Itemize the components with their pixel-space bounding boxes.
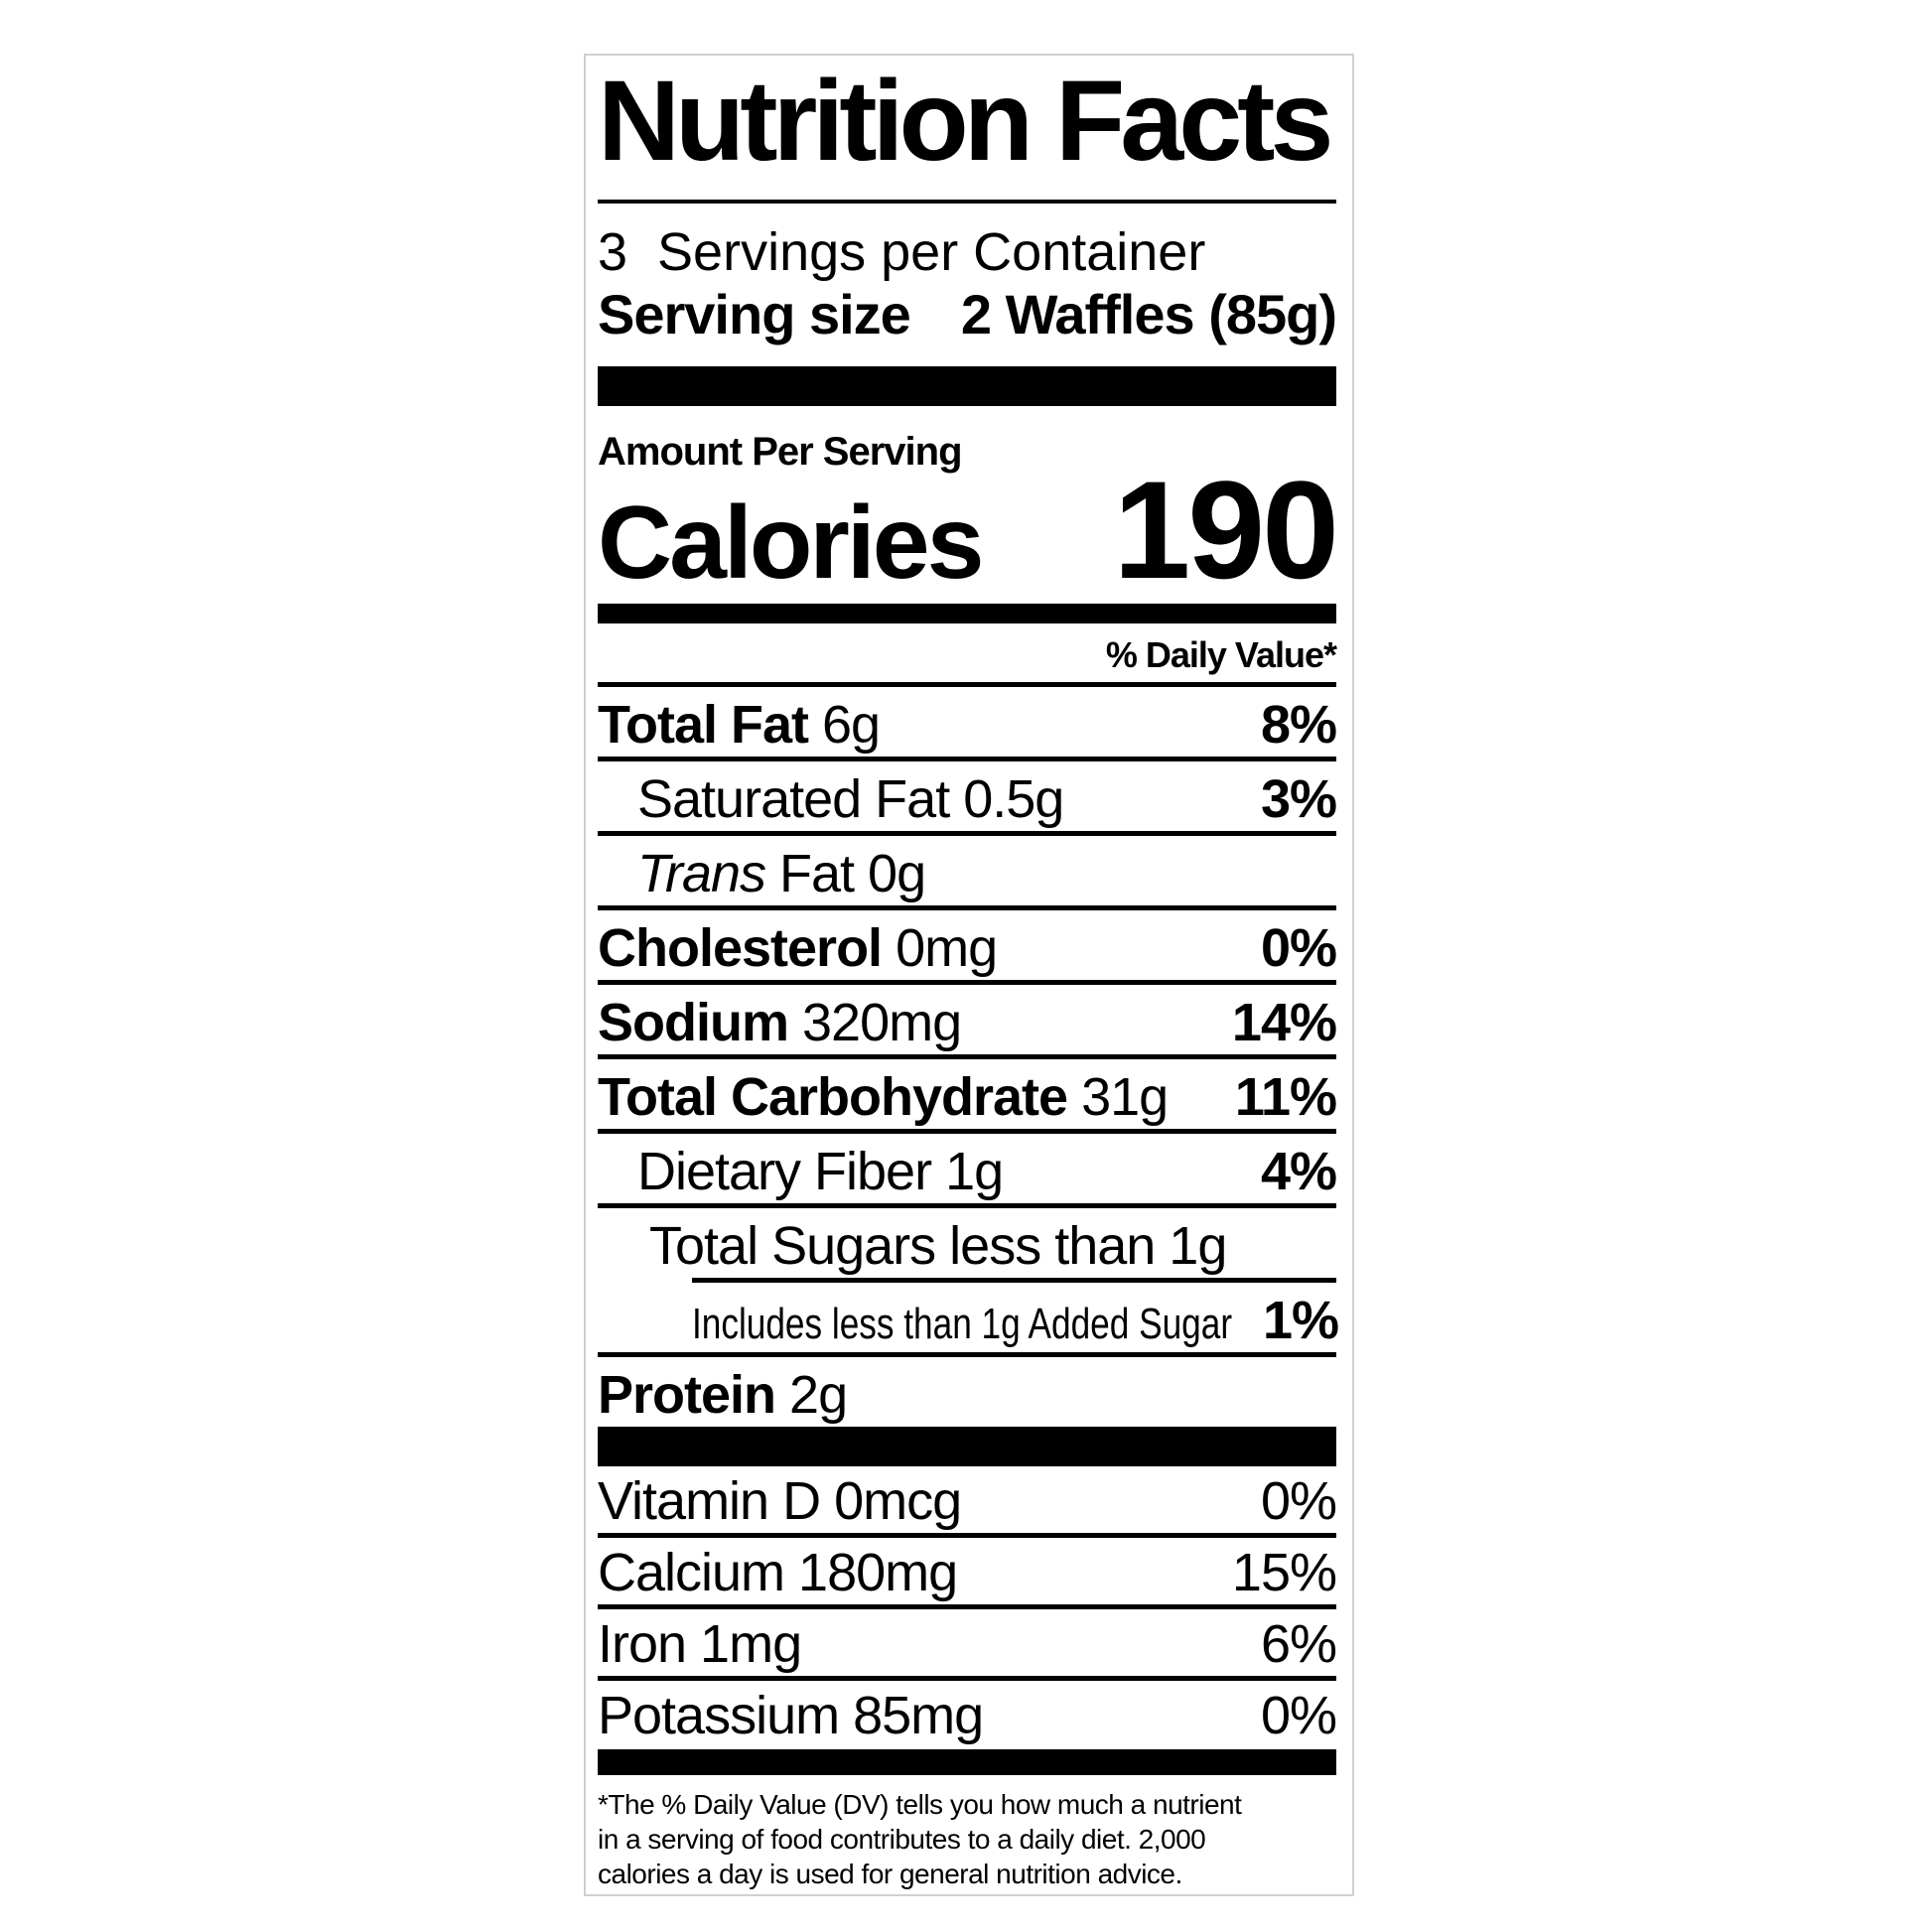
nutrient-percent: 11% [1234, 1067, 1337, 1128]
row-rule [598, 1203, 1336, 1209]
serving-size-value: 2 Waffles (85g) [960, 283, 1337, 346]
nutrient-row: Dietary Fiber 1g 4% [598, 1134, 1337, 1203]
nutrient-amount: Iron 1mg [598, 1614, 802, 1675]
calories-label: Calories [598, 485, 984, 602]
row-rule [692, 1278, 1336, 1284]
nutrient-row: Saturated Fat 0.5g 3% [598, 761, 1337, 831]
nutrient-row: Iron 1mg 6% [598, 1609, 1337, 1676]
nutrient-rows: Total Fat 6g 8% Saturated Fat 0.5g 3% Tr… [598, 687, 1339, 1427]
nutrient-percent: 0% [1260, 918, 1337, 979]
nutrient-row: Includes less than 1g Added Sugar 1% [598, 1283, 1339, 1352]
nutrient-amount: 2g [789, 1365, 848, 1426]
nutrient-amount: Potassium 85mg [598, 1686, 984, 1746]
nutrient-name: Cholesterol 0mg [598, 918, 998, 979]
label-title: Nutrition Facts [598, 58, 1333, 185]
nutrient-name: Trans Fat 0g [637, 844, 926, 904]
nutrient-name: Potassium 85mg [598, 1686, 984, 1746]
row-rule [598, 1533, 1336, 1539]
nutrient-amount: 31g [1081, 1067, 1169, 1128]
row-rule [598, 757, 1336, 762]
nutrient-row: Protein 2g [598, 1357, 1336, 1427]
nutrient-row: Calcium 180mg 15% [598, 1538, 1337, 1604]
row-rule [598, 1054, 1336, 1060]
nutrient-row: Total Carbohydrate 31g 11% [598, 1059, 1337, 1129]
nutrient-percent: 4% [1260, 1142, 1337, 1202]
nutrient-row: Total Sugars less than 1g [598, 1208, 1336, 1278]
row-rule [598, 1676, 1336, 1682]
section-divider-bar-bottom [598, 1749, 1336, 1776]
nutrient-name: Total Sugars less than 1g [649, 1216, 1227, 1277]
nutrient-name: Dietary Fiber 1g [637, 1142, 1004, 1202]
nutrient-row: Vitamin D 0mcg 0% [598, 1466, 1337, 1533]
serving-size-row: Serving size 2 Waffles (85g) [598, 283, 1337, 346]
row-rule [598, 1129, 1336, 1135]
nutrient-name: Sodium 320mg [598, 993, 962, 1053]
calories-value: 190 [1113, 452, 1339, 609]
amount-per-serving-label: Amount Per Serving [598, 430, 963, 475]
nutrient-amount: Fat 0g [765, 844, 926, 904]
servings-per-container: 3 Servings per Container [598, 222, 1206, 283]
nutrient-percent: 1% [1263, 1291, 1339, 1351]
nutrient-percent: 3% [1260, 769, 1337, 830]
section-divider-bar-middle [598, 1427, 1336, 1467]
nutrient-name: Calcium 180mg [598, 1543, 958, 1603]
nutrient-row: Cholesterol 0mg 0% [598, 910, 1337, 980]
italic-text: Trans [637, 844, 766, 904]
nutrient-name: Vitamin D 0mcg [598, 1471, 962, 1532]
nutrient-percent: 0% [1260, 1686, 1337, 1746]
serving-size-label: Serving size [598, 283, 911, 346]
nutrient-row: Total Fat 6g 8% [598, 687, 1337, 757]
nutrient-row: Trans Fat 0g [598, 836, 1336, 905]
nutrient-name: Iron 1mg [598, 1614, 802, 1675]
nutrient-amount: 0mg [896, 918, 998, 979]
footnote-line: *The % Daily Value (DV) tells you how mu… [598, 1789, 1242, 1821]
nutrient-percent: 15% [1231, 1543, 1337, 1603]
row-rule [598, 980, 1336, 986]
nutrient-name: Includes less than 1g Added Sugar [692, 1294, 1263, 1347]
footnote-line: calories a day is used for general nutri… [598, 1859, 1182, 1890]
title-rule [598, 200, 1336, 205]
calories-row: Calories 190 [598, 452, 1339, 609]
nutrient-name: Saturated Fat 0.5g [637, 769, 1064, 830]
nutrient-amount: Dietary Fiber 1g [637, 1142, 1004, 1202]
nutrient-percent: 6% [1260, 1614, 1337, 1675]
nutrient-row: Potassium 85mg 0% [598, 1681, 1337, 1747]
footnote: *The % Daily Value (DV) tells you how mu… [598, 1787, 1336, 1891]
nutrient-name: Total Carbohydrate 31g [598, 1067, 1169, 1128]
nutrient-amount: Total Sugars less than 1g [649, 1216, 1227, 1277]
nutrient-amount: Includes less than 1g Added Sugar [692, 1300, 1233, 1349]
row-rule [598, 831, 1336, 837]
daily-value-header: % Daily Value* [1105, 634, 1337, 676]
nutrient-amount: Calcium 180mg [598, 1543, 958, 1603]
nutrition-facts-label: Nutrition Facts 3 Servings per Container… [584, 54, 1354, 1896]
row-rule [598, 905, 1336, 911]
nutrient-name: Protein 2g [598, 1365, 848, 1426]
micronutrient-rows: Vitamin D 0mcg 0% Calcium 180mg 15% Iron… [598, 1466, 1337, 1747]
footnote-line: in a serving of food contributes to a da… [598, 1824, 1206, 1856]
nutrient-amount: 320mg [802, 993, 962, 1053]
nutrient-percent: 8% [1260, 695, 1337, 756]
calories-divider-bar [598, 604, 1336, 624]
nutrient-name: Total Fat 6g [598, 695, 881, 756]
nutrient-percent: 14% [1231, 993, 1337, 1053]
daily-value-rule [598, 682, 1336, 688]
nutrient-amount: 6g [822, 695, 881, 756]
nutrient-amount: Vitamin D 0mcg [598, 1471, 962, 1532]
nutrient-percent: 0% [1260, 1471, 1337, 1532]
nutrient-amount: Saturated Fat 0.5g [637, 769, 1064, 830]
row-rule [598, 1604, 1336, 1610]
section-divider-bar-top [598, 366, 1336, 407]
nutrient-row: Sodium 320mg 14% [598, 985, 1337, 1054]
row-rule [598, 1352, 1336, 1358]
